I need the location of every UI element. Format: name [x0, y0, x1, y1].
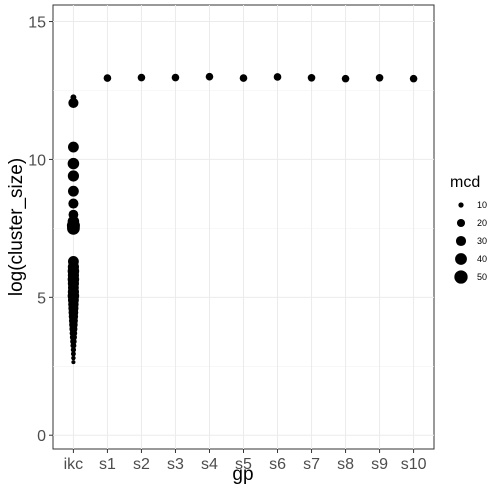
data-points — [66, 72, 418, 365]
legend-key — [456, 218, 466, 228]
data-point — [239, 74, 248, 82]
data-point — [70, 338, 77, 345]
y-axis-title: log(cluster_size) — [6, 158, 27, 296]
x-tick-label: s10 — [401, 456, 427, 473]
data-point — [68, 198, 79, 209]
data-point — [341, 74, 350, 83]
legend-title: mcd — [450, 174, 480, 191]
x-tick-label: s8 — [337, 456, 354, 473]
data-point — [205, 72, 214, 81]
data-point — [70, 342, 77, 349]
data-point — [273, 73, 282, 81]
data-point — [70, 351, 76, 357]
legend-label: 40 — [477, 254, 487, 264]
x-tick-label: s1 — [99, 456, 116, 473]
y-tick-label: 5 — [37, 290, 46, 307]
legend-key — [454, 270, 468, 284]
x-axis-ticks: ikc s1 s2 s3 s4 s5 s6 s7 s8 s9 s10 — [64, 449, 427, 473]
x-tick-label: s7 — [303, 456, 320, 473]
data-point — [71, 355, 76, 361]
legend-key — [458, 202, 464, 208]
legend-label: 50 — [477, 272, 487, 282]
legend-label: 10 — [477, 200, 487, 210]
y-tick-label: 0 — [37, 428, 46, 445]
legend-key — [455, 235, 467, 247]
data-point — [307, 74, 316, 82]
x-tick-label: s2 — [133, 456, 150, 473]
legend: mcd 10 20 30 40 50 — [450, 174, 487, 284]
x-tick-label: s9 — [371, 456, 388, 473]
x-axis-title: gp — [232, 464, 253, 485]
x-tick-label: s5 — [235, 456, 252, 473]
data-point — [409, 74, 418, 83]
data-point — [171, 73, 180, 82]
x-tick-label: ikc — [64, 456, 84, 473]
data-point — [137, 73, 146, 82]
data-point — [67, 170, 79, 182]
data-point — [67, 222, 80, 235]
legend-label: 30 — [477, 236, 487, 246]
data-point — [67, 141, 79, 153]
x-tick-label: s4 — [201, 456, 218, 473]
data-point — [70, 347, 77, 353]
legend-label: 20 — [477, 218, 487, 228]
data-point — [71, 360, 76, 365]
x-tick-label: s6 — [269, 456, 286, 473]
data-point — [375, 74, 384, 82]
y-axis-ticks: 0 5 10 15 — [28, 15, 53, 445]
legend-key — [455, 253, 467, 265]
data-point — [67, 185, 79, 197]
y-tick-label: 10 — [28, 152, 46, 169]
x-tick-label: s3 — [167, 456, 184, 473]
y-tick-label: 15 — [28, 15, 46, 32]
data-point — [67, 157, 80, 170]
data-point — [68, 97, 79, 108]
data-point — [103, 74, 112, 82]
